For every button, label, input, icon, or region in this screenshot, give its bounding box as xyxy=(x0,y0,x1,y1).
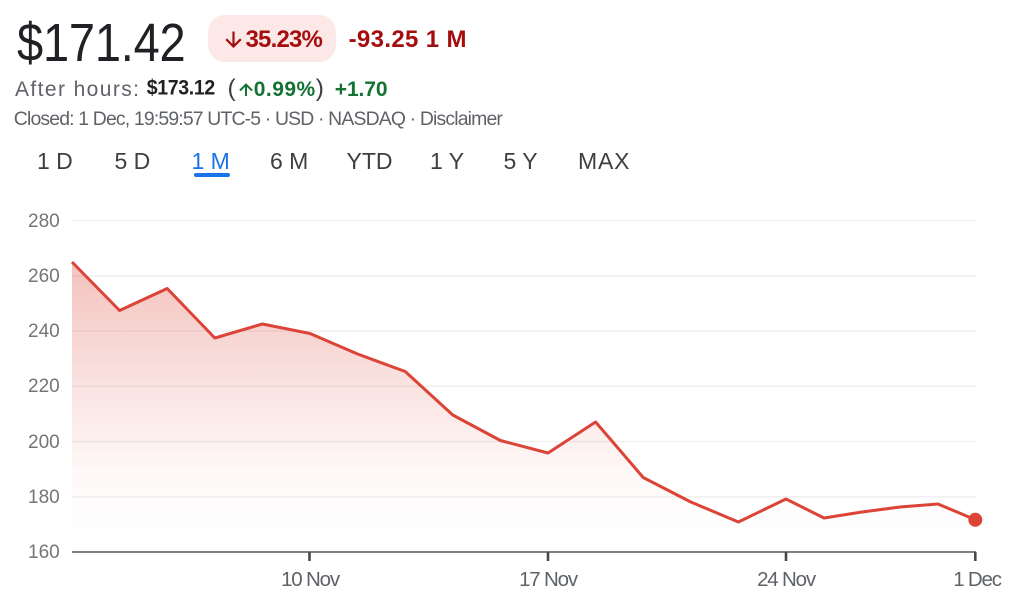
svg-text:180: 180 xyxy=(28,487,60,508)
svg-text:24 Nov: 24 Nov xyxy=(757,568,817,591)
svg-text:280: 280 xyxy=(28,211,60,232)
svg-text:240: 240 xyxy=(28,321,60,342)
svg-text:17 Nov: 17 Nov xyxy=(519,568,579,591)
svg-text:160: 160 xyxy=(28,542,60,563)
svg-text:260: 260 xyxy=(28,266,60,287)
svg-text:1 Dec: 1 Dec xyxy=(953,568,1002,591)
svg-text:200: 200 xyxy=(28,432,60,453)
svg-text:10 Nov: 10 Nov xyxy=(281,568,341,591)
svg-text:220: 220 xyxy=(28,376,60,397)
